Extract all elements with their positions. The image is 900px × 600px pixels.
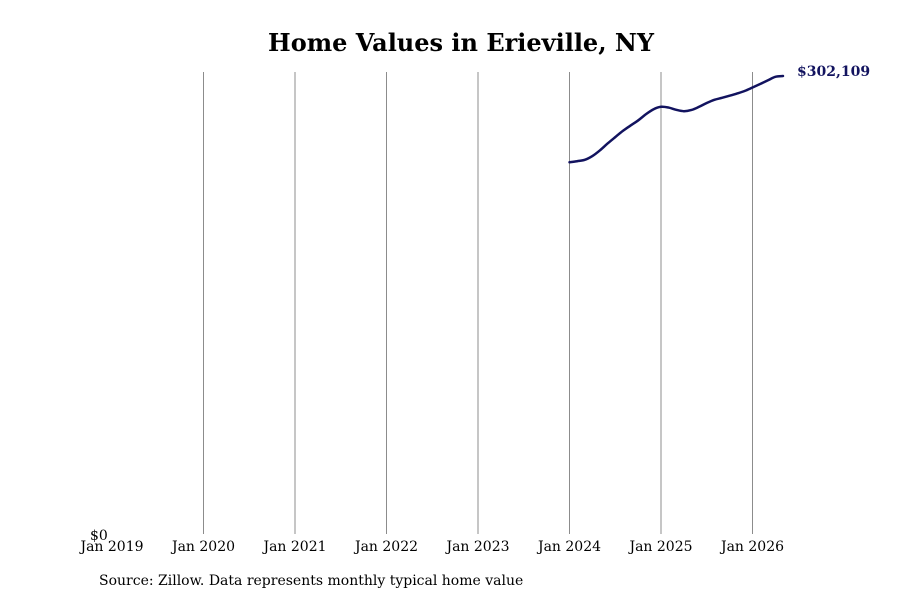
data-point <box>713 99 715 101</box>
data-point <box>607 142 609 144</box>
data-point <box>683 110 685 112</box>
data-point <box>729 95 731 97</box>
x-tick-labels: Jan 2019 Jan 2020 Jan 2021 Jan 2022 Jan 2023… <box>78 539 784 555</box>
data-point <box>645 113 647 115</box>
data-point <box>591 155 593 157</box>
x-tick-label: Jan 2024 <box>536 539 601 555</box>
data-point <box>599 149 601 151</box>
end-value-label: $302,109 <box>797 64 870 80</box>
x-tick-label: Jan 2021 <box>261 539 326 555</box>
grid-lines <box>203 72 753 534</box>
chart-title: Home Values in Erieville, NY <box>268 28 654 57</box>
data-point <box>652 108 654 110</box>
x-tick-label: Jan 2023 <box>444 539 509 555</box>
series-line-0 <box>568 74 785 164</box>
y-axis-zero-label: $0 <box>90 528 108 544</box>
source-note: Source: Zillow. Data represents monthly … <box>99 573 524 589</box>
data-point <box>576 160 578 162</box>
data-point <box>675 109 677 111</box>
x-tick-label: Jan 2022 <box>353 539 418 555</box>
data-point <box>782 75 784 77</box>
data-point <box>752 87 754 89</box>
data-point <box>744 90 746 92</box>
x-tick-label: Jan 2020 <box>170 539 235 555</box>
x-tick-label: Jan 2026 <box>719 539 784 555</box>
series-layer: $302,109 <box>568 64 870 164</box>
data-point <box>630 125 632 127</box>
data-point <box>691 109 693 111</box>
data-point <box>622 130 624 132</box>
data-point <box>736 92 738 94</box>
data-point <box>698 106 700 108</box>
x-tick-label: Jan 2019 <box>78 539 143 555</box>
data-point <box>767 79 769 81</box>
data-point <box>584 159 586 161</box>
data-point <box>614 136 616 138</box>
data-point <box>759 83 761 85</box>
data-point <box>569 161 571 163</box>
data-point <box>668 107 670 109</box>
data-point <box>637 119 639 121</box>
data-point <box>660 106 662 108</box>
x-tick-label: Jan 2025 <box>627 539 692 555</box>
data-point <box>774 76 776 78</box>
data-point <box>721 97 723 99</box>
data-point <box>706 102 708 104</box>
